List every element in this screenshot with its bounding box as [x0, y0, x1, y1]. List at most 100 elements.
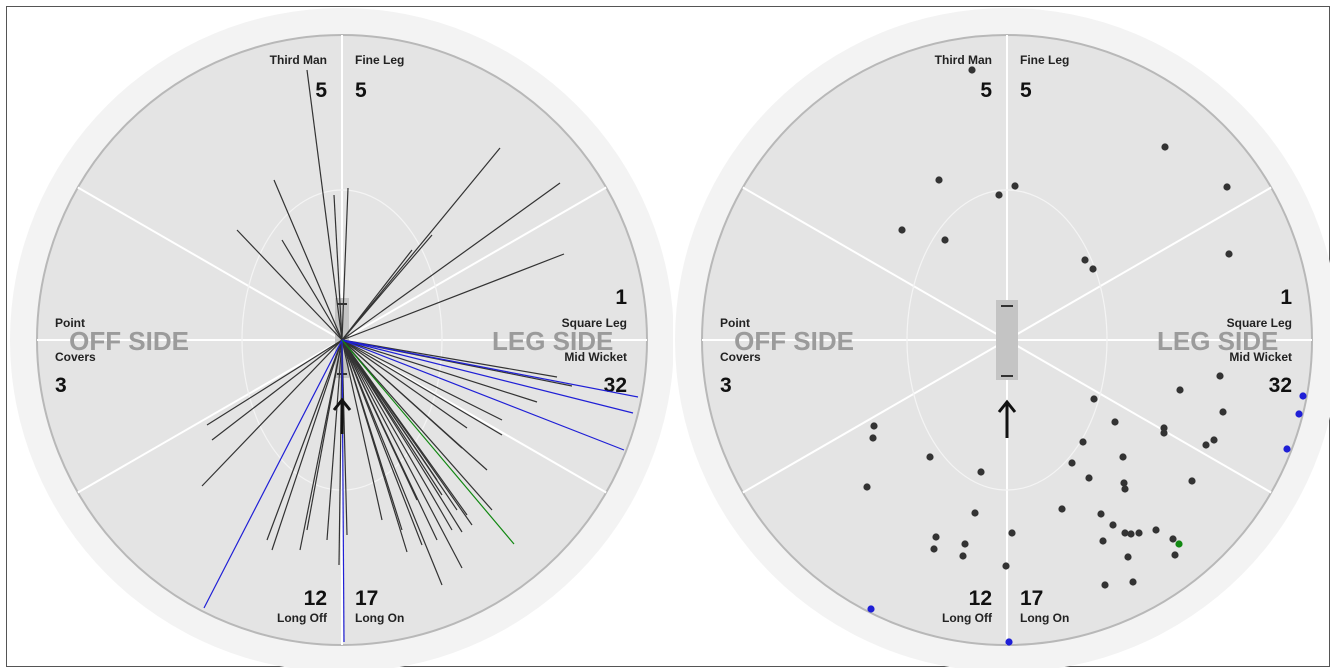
zone-count-long-on: 17: [1020, 587, 1043, 610]
shot-line-default: [341, 339, 458, 511]
shot-line-four: [341, 339, 634, 414]
shot-line-default: [341, 339, 443, 586]
landing-point-default: [1161, 143, 1169, 151]
shot-line-default: [281, 239, 343, 341]
landing-point-default: [1202, 441, 1210, 449]
landing-point-default: [1160, 429, 1168, 437]
zone-name-third-man: Third Man: [935, 53, 992, 67]
zone-divider: [341, 339, 607, 494]
landing-point-default: [941, 236, 949, 244]
landing-point-six: [1175, 540, 1183, 548]
landing-point-default: [1068, 459, 1076, 467]
zone-name-mid-wicket: Mid Wicket: [564, 350, 627, 364]
zone-name-point: Point: [720, 316, 750, 330]
shot-line-default: [341, 339, 493, 511]
zone-count-fine-leg: 5: [1020, 79, 1032, 102]
landing-point-default: [1225, 250, 1233, 258]
landing-point-default: [898, 226, 906, 234]
landing-point-default: [932, 533, 940, 541]
shot-line-default: [306, 69, 343, 341]
zone-name-square-leg: Square Leg: [1227, 316, 1292, 330]
landing-point-default: [995, 191, 1003, 199]
leg-side-label: LEG SIDE: [492, 326, 613, 356]
zone-name-third-man: Third Man: [270, 53, 327, 67]
zone-count-mid-wicket: 32: [1269, 374, 1292, 397]
shot-line-default: [341, 182, 561, 341]
zone-name-long-on: Long On: [1020, 611, 1069, 625]
landing-point-default: [1152, 526, 1160, 534]
zone-count-third-man: 5: [315, 79, 327, 102]
shot-line-four: [341, 339, 639, 398]
landing-point-default: [1109, 521, 1117, 529]
landing-point-default: [959, 552, 967, 560]
landing-point-default: [870, 422, 878, 430]
arrow-head: [997, 399, 1017, 413]
landing-point-default: [1119, 453, 1127, 461]
landing-point-default: [869, 434, 877, 442]
landing-point-default: [968, 66, 976, 74]
landing-point-default: [1127, 530, 1135, 538]
landing-point-default: [1002, 562, 1010, 570]
shot-line-default: [338, 339, 343, 566]
zone-count-square-leg: 1: [1280, 286, 1292, 309]
landing-point-default: [1089, 265, 1097, 273]
landing-point-default: [971, 509, 979, 517]
shot-line-default: [341, 253, 565, 341]
shot-line-six: [341, 339, 515, 545]
landing-point-default: [935, 176, 943, 184]
shot-line-default: [341, 339, 473, 526]
landing-point-default: [977, 468, 985, 476]
shot-line-default: [341, 339, 453, 531]
zone-count-long-on: 17: [355, 587, 378, 610]
shot-line-four: [203, 339, 343, 609]
zone-count-square-leg: 1: [615, 286, 627, 309]
zone-count-fine-leg: 5: [355, 79, 367, 102]
inner-circle: [906, 189, 1108, 491]
zone-count-mid-wicket: 32: [604, 374, 627, 397]
shot-line-default: [341, 339, 383, 521]
arrow-head: [332, 397, 352, 411]
landing-point-default: [930, 545, 938, 553]
pitch-map-panel: OFF SIDE LEG SIDE Third Man 5 Fine Leg 5 1 Squa…: [673, 6, 1330, 668]
landing-point-four: [1005, 638, 1013, 646]
shot-line-default: [341, 339, 463, 569]
landing-point-default: [1129, 578, 1137, 586]
shot-line-default: [341, 339, 538, 403]
landing-point-default: [1111, 418, 1119, 426]
zone-name-fine-leg: Fine Leg: [1020, 53, 1069, 67]
shot-line-default: [333, 194, 343, 341]
zone-name-long-off: Long Off: [942, 611, 993, 625]
landing-point-default: [1081, 256, 1089, 264]
landing-point-default: [1085, 474, 1093, 482]
zone-divider: [1006, 339, 1272, 494]
shot-line-default: [211, 339, 343, 441]
zone-divider: [77, 339, 343, 494]
shot-line-default: [341, 339, 503, 421]
off-side-label: OFF SIDE: [69, 326, 189, 356]
shot-line-four: [341, 339, 625, 451]
shot-line-default: [236, 229, 343, 341]
zone-divider: [742, 339, 1008, 494]
shot-line-default: [341, 187, 349, 341]
zone-name-long-off: Long Off: [277, 611, 328, 625]
landing-point-default: [1011, 182, 1019, 190]
shot-line-default: [326, 339, 343, 541]
shot-line-default: [341, 249, 413, 341]
shot-line-default: [341, 339, 488, 471]
landing-point-default: [1171, 551, 1179, 559]
wagon-wheel-panel: OFF SIDE LEG SIDE Third Man 5 Fine Leg 5 1 Squa…: [6, 6, 674, 668]
shot-line-default: [273, 179, 343, 341]
shot-line-default: [206, 339, 343, 426]
landing-point-default: [1099, 537, 1107, 545]
zone-count-third-man: 5: [980, 79, 992, 102]
shot-line-default: [341, 339, 463, 533]
inner-circle: [241, 189, 443, 491]
landing-point-default: [863, 483, 871, 491]
landing-point-default: [1169, 535, 1177, 543]
shot-line-default: [341, 339, 348, 536]
shot-line-default: [341, 339, 468, 429]
landing-point-four: [1299, 392, 1307, 400]
landing-point-default: [1135, 529, 1143, 537]
landing-point-default: [1188, 477, 1196, 485]
zone-count-covers: 3: [720, 374, 732, 397]
